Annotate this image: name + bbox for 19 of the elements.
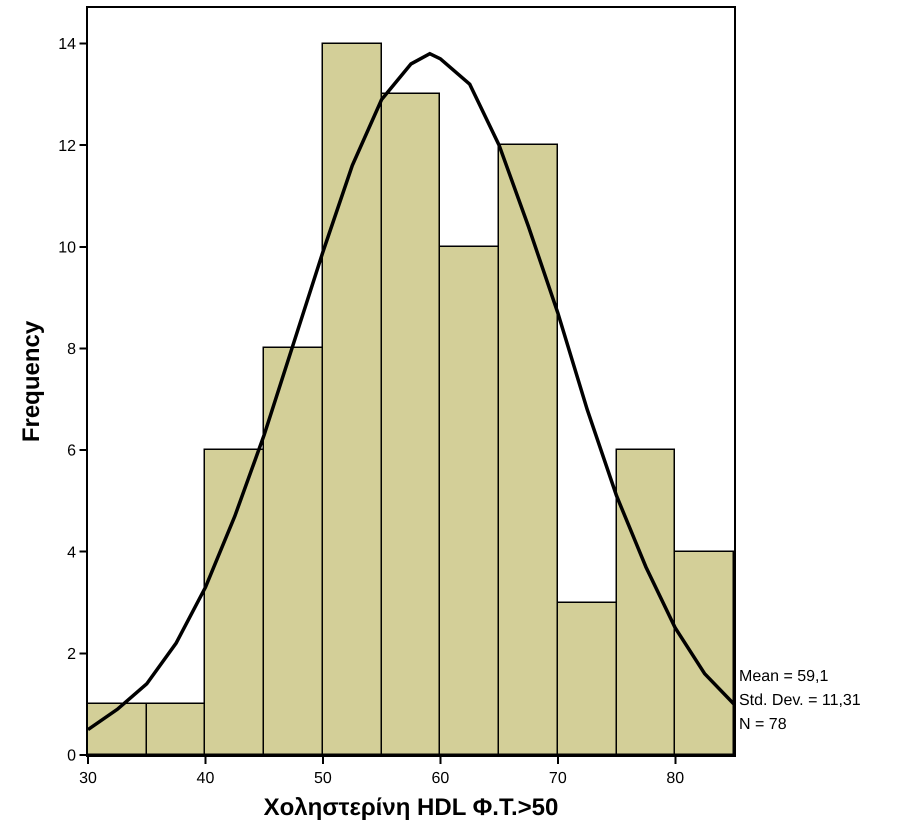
y-tick-label: 8	[67, 341, 76, 358]
text: Std. Dev. = 11,31	[739, 692, 861, 709]
x-tick-label: 30	[79, 770, 97, 787]
y-tick-label: 14	[58, 36, 76, 54]
text: Mean = 59,1	[739, 668, 828, 685]
y-tick-label: 2	[67, 646, 76, 663]
x-axis-title: Χοληστερίνη HDL Φ.Τ.>50	[264, 794, 558, 821]
y-axis-title: Frequency	[18, 320, 45, 442]
text: N = 78	[739, 716, 787, 733]
y-tick-label: 6	[67, 442, 76, 460]
y-tick-label: 0	[67, 748, 76, 765]
y-tick-label: 12	[58, 138, 76, 155]
x-tick-label: 50	[314, 770, 332, 787]
x-tick-label: 40	[196, 770, 214, 787]
y-tick-label: 4	[67, 544, 76, 562]
x-tick-label: 60	[431, 770, 450, 787]
x-tick-label: 80	[666, 770, 684, 787]
x-tick-label: 70	[548, 770, 567, 787]
y-tick-label: 10	[58, 239, 76, 256]
